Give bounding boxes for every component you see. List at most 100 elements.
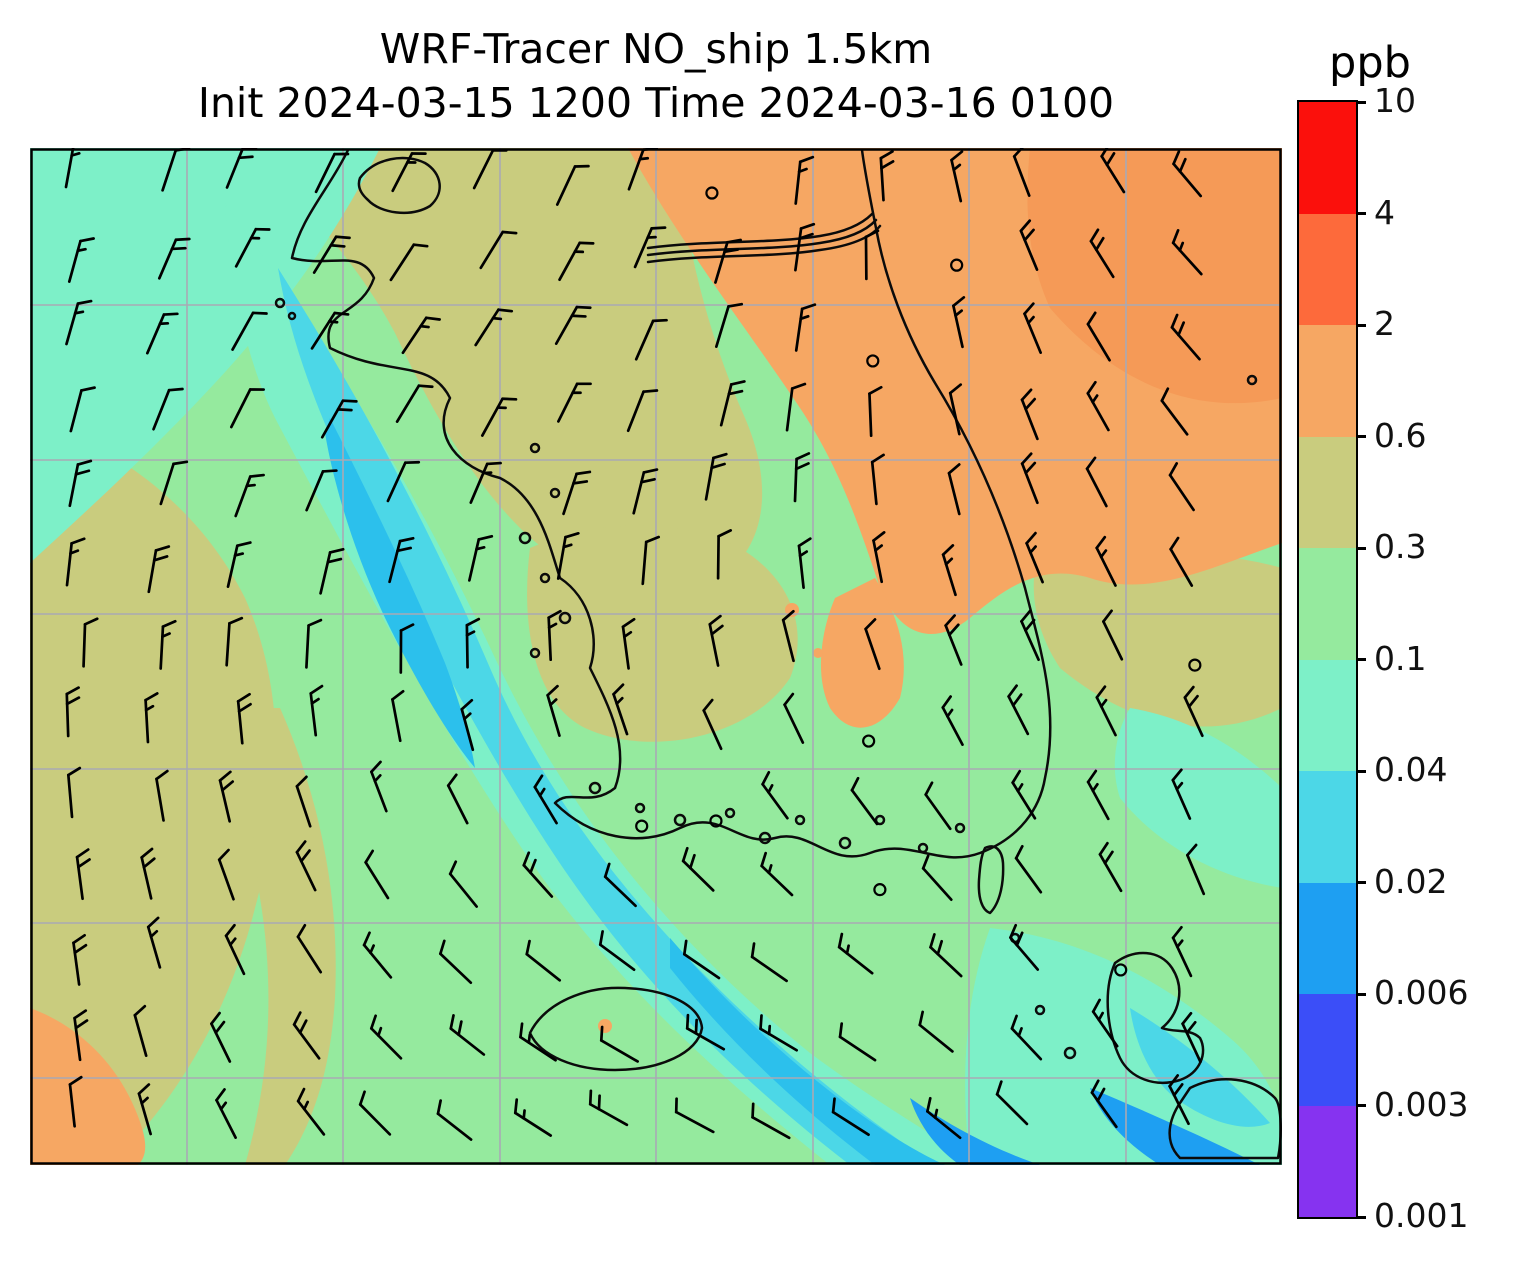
islet: [287, 311, 297, 321]
calm-wind-circle: [950, 258, 964, 272]
wind-barb: [519, 1022, 557, 1062]
wind-barb: [73, 1009, 89, 1062]
coastline-korea-mainland: [290, 148, 1052, 859]
wind-barb: [947, 463, 961, 516]
wind-barb: [474, 308, 514, 347]
wind-barb: [759, 1014, 799, 1052]
colorbar-segment: [1299, 325, 1356, 437]
colorbar-segment: [1299, 882, 1356, 994]
wind-barb: [72, 933, 88, 986]
colorbar-tick-label: 0.02: [1374, 861, 1448, 901]
wind-barb: [760, 851, 794, 897]
tracer-region-khaki-top: [235, 148, 763, 588]
wind-barb: [1014, 844, 1043, 894]
wind-barb: [231, 311, 268, 351]
tracer-region-orange-deep-corner: [1027, 148, 1282, 404]
wind-barb: [215, 1088, 237, 1139]
wind-barb: [391, 689, 405, 743]
wind-barb: [533, 774, 558, 825]
wind-barb: [296, 923, 323, 974]
wind-barb: [1012, 145, 1031, 197]
islet: [518, 531, 532, 545]
wind-barb: [386, 460, 421, 503]
colorbar-tick-label: 0.1: [1374, 638, 1427, 678]
wind-barb: [159, 619, 177, 670]
wind-barb: [716, 529, 733, 580]
wind-barb: [1169, 536, 1194, 587]
figure-title-line2: Init 2024-03-15 1200 Time 2024-03-16 010…: [197, 79, 1115, 128]
wind-barb: [1089, 228, 1115, 279]
map-plot: [30, 140, 1282, 1165]
tracer-spot-jeju-orange: [598, 1019, 612, 1033]
coastline-tsushima-island: [977, 845, 1005, 915]
wind-barb: [364, 849, 390, 900]
wind-barb: [864, 618, 881, 671]
wind-barb: [794, 303, 817, 352]
tracer-region-blue-streak: [910, 1098, 1040, 1165]
wind-barb: [1171, 925, 1193, 978]
tracer-region-cyan-streak-right: [1130, 1008, 1270, 1127]
wind-barb: [362, 931, 393, 979]
wind-barb: [929, 933, 963, 978]
wind-barb: [948, 383, 963, 436]
wind-barb: [1091, 998, 1119, 1048]
wind-barb: [449, 1014, 486, 1056]
colorbar-tick-label: 0.04: [1374, 750, 1448, 789]
wind-barb: [626, 389, 659, 433]
colorbar-segment: [1299, 1105, 1356, 1217]
wind-barb: [292, 1011, 321, 1060]
wind-barb: [621, 617, 636, 670]
colorbar-ticks: 10 4 2 0.6 0.3 0.1 0.04 0.02 0.006 0.003 0.001: [1356, 81, 1526, 1235]
colorbar-tick-mark: [1356, 769, 1366, 773]
wind-barb: [704, 452, 728, 501]
wind-barb: [783, 692, 805, 744]
wind-barb: [75, 848, 91, 901]
colorbar-tick-mark: [1356, 546, 1366, 550]
wind-barb: [225, 616, 244, 667]
wind-barb: [868, 385, 883, 438]
wind-barb: [1025, 531, 1044, 584]
wind-barb: [370, 760, 388, 813]
islet: [838, 836, 852, 850]
wind-barb: [1095, 685, 1117, 737]
wind-barb: [305, 469, 338, 512]
wind-barb: [681, 846, 715, 892]
figure-title-line1: WRF-Tracer NO_ship 1.5km: [379, 25, 933, 73]
tracer-region-orange-lobe: [820, 578, 904, 728]
wind-barb: [312, 235, 351, 274]
wind-barb: [314, 152, 350, 194]
wind-barb: [918, 1010, 954, 1053]
wind-barb: [358, 1090, 392, 1136]
wind-barb: [850, 776, 879, 826]
wind-barb: [556, 531, 580, 580]
wind-barb: [391, 152, 427, 193]
wind-barb: [480, 397, 518, 437]
wind-barb: [1102, 609, 1124, 661]
wind-barb: [837, 932, 874, 975]
wind-barb: [793, 452, 811, 503]
wind-barb: [1171, 229, 1203, 276]
wind-barbs-layer: [64, 140, 1206, 1141]
wind-barb: [941, 544, 957, 597]
islet: [274, 297, 286, 309]
wind-barb: [67, 766, 82, 819]
colorbar-tick-mark: [1356, 1215, 1366, 1219]
wind-barb: [1160, 387, 1189, 436]
wind-barb: [140, 847, 156, 900]
wind-barb: [145, 312, 179, 355]
calm-wind-circle: [705, 186, 719, 200]
coastlines: [274, 148, 1282, 1160]
calm-wind-circle: [866, 354, 880, 368]
coastline-dmz-line-1: [646, 212, 874, 250]
coastline-dmz-line-3: [646, 224, 882, 264]
colorbar-unit-label: ppb: [1329, 38, 1411, 88]
wind-barb: [719, 380, 746, 427]
wind-barb: [68, 1075, 83, 1128]
wind-barb: [794, 222, 816, 272]
wind-barb: [226, 541, 252, 589]
wind-barb: [785, 382, 807, 432]
colorbar-tick-label: 4: [1374, 192, 1395, 232]
colorbar-tick-label: 2: [1374, 304, 1395, 343]
wind-barb: [69, 386, 96, 433]
